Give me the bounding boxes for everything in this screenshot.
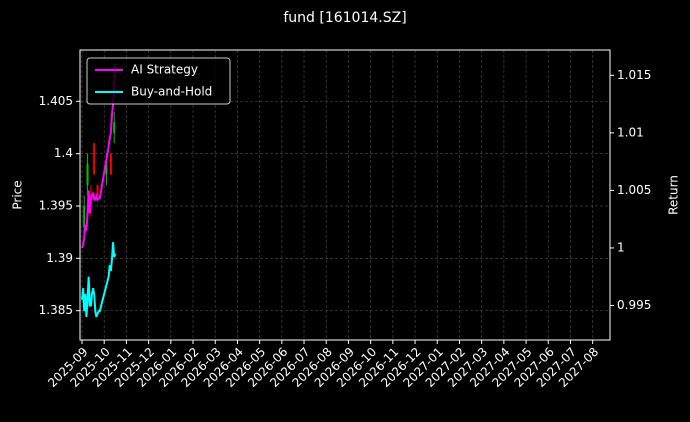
line-series <box>81 242 117 318</box>
legend-label: Buy-and-Hold <box>131 85 212 99</box>
line-series <box>81 63 117 249</box>
candle-body <box>93 143 96 175</box>
candle-body <box>105 164 108 175</box>
y2-tick-label: 0.995 <box>617 298 651 312</box>
y-tick-label: 1.385 <box>39 303 73 317</box>
y2-tick-label: 1.005 <box>617 183 651 197</box>
y-tick-label: 1.39 <box>46 251 73 265</box>
candle-body <box>109 153 112 175</box>
y-tick-label: 1.395 <box>39 198 73 212</box>
legend-label: AI Strategy <box>131 63 198 77</box>
y2-tick-label: 1.015 <box>617 68 651 82</box>
candle-body <box>83 205 86 227</box>
candle-body <box>113 122 116 133</box>
candle-body <box>96 185 99 196</box>
candle-body <box>86 164 89 186</box>
chart-title: fund [161014.SZ] <box>283 10 406 26</box>
plot-frame <box>79 49 611 341</box>
y2-tick-label: 1 <box>617 240 625 254</box>
y2-axis-label: Return <box>667 175 681 215</box>
y-axis-label: Price <box>11 180 25 209</box>
y2-tick-label: 1.01 <box>617 125 644 139</box>
y-tick-label: 1.4 <box>54 146 73 160</box>
y-tick-label: 1.405 <box>39 94 73 108</box>
